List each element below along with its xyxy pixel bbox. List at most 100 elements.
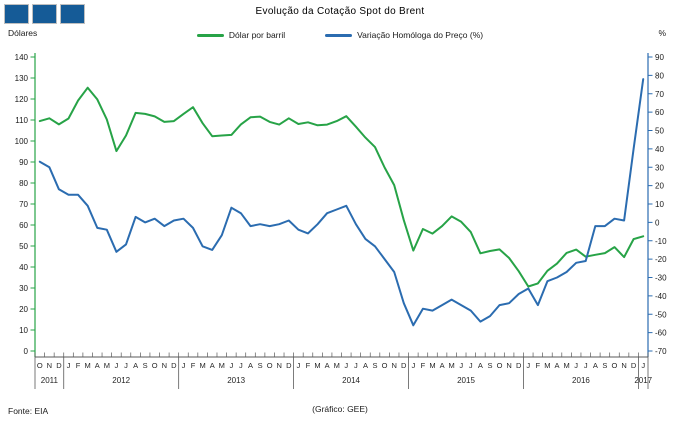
month-label: S [602, 361, 607, 370]
price-line [38, 86, 645, 288]
month-label: O [497, 361, 503, 370]
yoy-line-swatch [325, 33, 353, 37]
right-axis-tick-label: -70 [655, 347, 667, 356]
month-label: J [229, 361, 233, 370]
left-axis-tick-label: 0 [24, 347, 29, 356]
month-label: N [506, 361, 511, 370]
month-label: A [555, 361, 560, 370]
left-axis-tick-label: 60 [19, 221, 28, 230]
logo-square [4, 4, 29, 24]
month-label: D [516, 361, 522, 370]
left-axis-tick-label: 100 [15, 137, 29, 146]
right-axis-tick-label: -40 [655, 292, 667, 301]
month-label: J [67, 361, 71, 370]
month-label: O [267, 361, 273, 370]
month-label: M [449, 361, 455, 370]
month-label: O [612, 361, 618, 370]
month-label: J [574, 361, 578, 370]
month-label: N [277, 361, 282, 370]
month-label: A [95, 361, 100, 370]
month-label: O [37, 361, 43, 370]
chart-title: Evolução da Cotação Spot do Brent [255, 6, 425, 17]
month-label: J [584, 361, 588, 370]
right-axis-tick-label: 20 [655, 182, 664, 191]
left-axis-tick-label: 20 [19, 305, 28, 314]
month-label: N [162, 361, 167, 370]
month-label: M [314, 361, 320, 370]
left-axis-tick-label: 130 [15, 74, 29, 83]
year-label: 2012 [112, 376, 130, 385]
logo [4, 4, 85, 24]
month-label: A [478, 361, 483, 370]
yoy-line [38, 78, 645, 327]
price-line-swatch [196, 33, 224, 37]
right-axis-tick-label: 10 [655, 200, 664, 209]
year-label: 2015 [457, 376, 475, 385]
right-axis-tick-label: -10 [655, 237, 667, 246]
month-label: F [421, 361, 426, 370]
month-label: O [152, 361, 158, 370]
month-label: D [56, 361, 62, 370]
month-label: D [171, 361, 177, 370]
month-label: A [593, 361, 598, 370]
legend-item-yoy: Variação Homóloga do Preço (%) [325, 30, 483, 40]
month-label: J [297, 361, 301, 370]
month-label: J [344, 361, 348, 370]
right-axis-tick-label: 90 [655, 53, 664, 62]
left-axis-tick-label: 70 [19, 200, 28, 209]
left-axis-tick-label: 40 [19, 263, 28, 272]
left-axis-tick-label: 10 [19, 326, 28, 335]
right-axis-tick-label: -50 [655, 310, 667, 319]
month-label: A [248, 361, 253, 370]
month-label: D [286, 361, 292, 370]
month-label: N [621, 361, 626, 370]
year-label: 2017 [634, 376, 652, 385]
right-axis-tick-label: 50 [655, 127, 664, 136]
month-label: F [76, 361, 81, 370]
year-label: 2016 [572, 376, 590, 385]
month-label: D [401, 361, 407, 370]
month-label: N [391, 361, 396, 370]
right-axis-tick-label: -30 [655, 274, 667, 283]
year-label: 2014 [342, 376, 360, 385]
month-label: M [563, 361, 569, 370]
right-axis-tick-label: 30 [655, 163, 664, 172]
logo-square [32, 4, 57, 24]
month-label: J [641, 361, 645, 370]
right-axis-tick-label: 80 [655, 71, 664, 80]
month-label: S [258, 361, 263, 370]
left-axis-tick-label: 80 [19, 179, 28, 188]
month-label: J [469, 361, 473, 370]
month-label: M [85, 361, 91, 370]
month-label: S [143, 361, 148, 370]
month-label: M [219, 361, 225, 370]
logo-square [60, 4, 85, 24]
month-label: F [306, 361, 311, 370]
left-axis-tick-label: 50 [19, 242, 28, 251]
month-label: M [199, 361, 205, 370]
month-label: S [373, 361, 378, 370]
month-label: M [429, 361, 435, 370]
month-label: O [382, 361, 388, 370]
month-label: N [47, 361, 52, 370]
legend-item-price: Dólar por barril [196, 30, 285, 40]
month-label: J [115, 361, 119, 370]
month-label: A [133, 361, 138, 370]
month-label: F [191, 361, 196, 370]
left-axis-tick-label: 140 [15, 53, 29, 62]
month-label: F [536, 361, 541, 370]
month-label: A [363, 361, 368, 370]
left-axis-tick-label: 110 [15, 116, 28, 125]
left-axis-unit-label: Dólares [8, 28, 38, 38]
chart-legend: Dólar por barril Variação Homóloga do Pr… [0, 30, 680, 40]
month-label: D [631, 361, 637, 370]
month-label: M [334, 361, 340, 370]
left-axis-tick-label: 90 [19, 158, 28, 167]
right-axis-tick-label: 0 [655, 218, 660, 227]
month-label: S [487, 361, 492, 370]
month-label: M [544, 361, 550, 370]
month-label: A [440, 361, 445, 370]
right-axis-unit-label: % [658, 28, 666, 38]
month-label: A [210, 361, 215, 370]
